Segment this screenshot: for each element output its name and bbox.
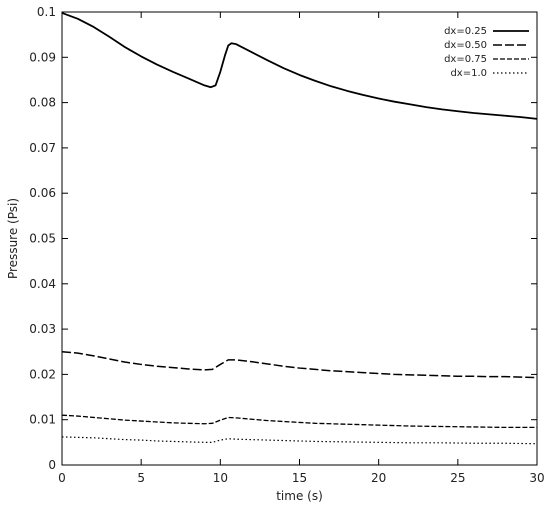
ticks-layer: 0 5 10 15 20 25 30 0 0.01 0.02 0.03 0.04 0.05 0.06 0.0… — [29, 5, 544, 485]
y-tick-label: 0 — [48, 458, 56, 472]
series-layer — [61, 12, 538, 445]
y-tick-label: 0.09 — [29, 50, 56, 64]
y-tick-label: 0.08 — [29, 96, 56, 110]
series-line-4 — [61, 436, 538, 445]
legend-label-3: dx=0.75 — [444, 54, 487, 65]
legend: dx=0.25 dx=0.50 dx=0.75 dx=1.0 — [444, 26, 529, 79]
x-axis-title: time (s) — [276, 489, 323, 503]
x-tick-label: 15 — [292, 471, 307, 485]
y-axis-title: Pressure (Psi) — [6, 198, 20, 279]
y-tick-label: 0.04 — [29, 277, 56, 291]
y-tick-label: 0.1 — [37, 5, 56, 19]
series-line-2 — [61, 351, 538, 379]
legend-label-1: dx=0.25 — [444, 26, 487, 37]
x-tick-label: 25 — [450, 471, 465, 485]
legend-label-4: dx=1.0 — [450, 68, 487, 79]
x-tick-label: 0 — [58, 471, 66, 485]
y-tick-label: 0.06 — [29, 186, 56, 200]
series-line-1 — [61, 12, 538, 120]
y-tick-label: 0.03 — [29, 322, 56, 336]
legend-label-2: dx=0.50 — [444, 40, 487, 51]
y-tick-label: 0.01 — [29, 413, 56, 427]
plot-frame — [61, 11, 538, 466]
y-tick-label: 0.02 — [29, 367, 56, 381]
series-line-3 — [61, 414, 537, 429]
x-tick-label: 20 — [371, 471, 386, 485]
y-tick-label: 0.07 — [29, 141, 56, 155]
x-tick-label: 30 — [529, 471, 544, 485]
y-tick-label: 0.05 — [29, 232, 56, 246]
x-tick-label: 5 — [137, 471, 145, 485]
x-tick-label: 10 — [213, 471, 228, 485]
